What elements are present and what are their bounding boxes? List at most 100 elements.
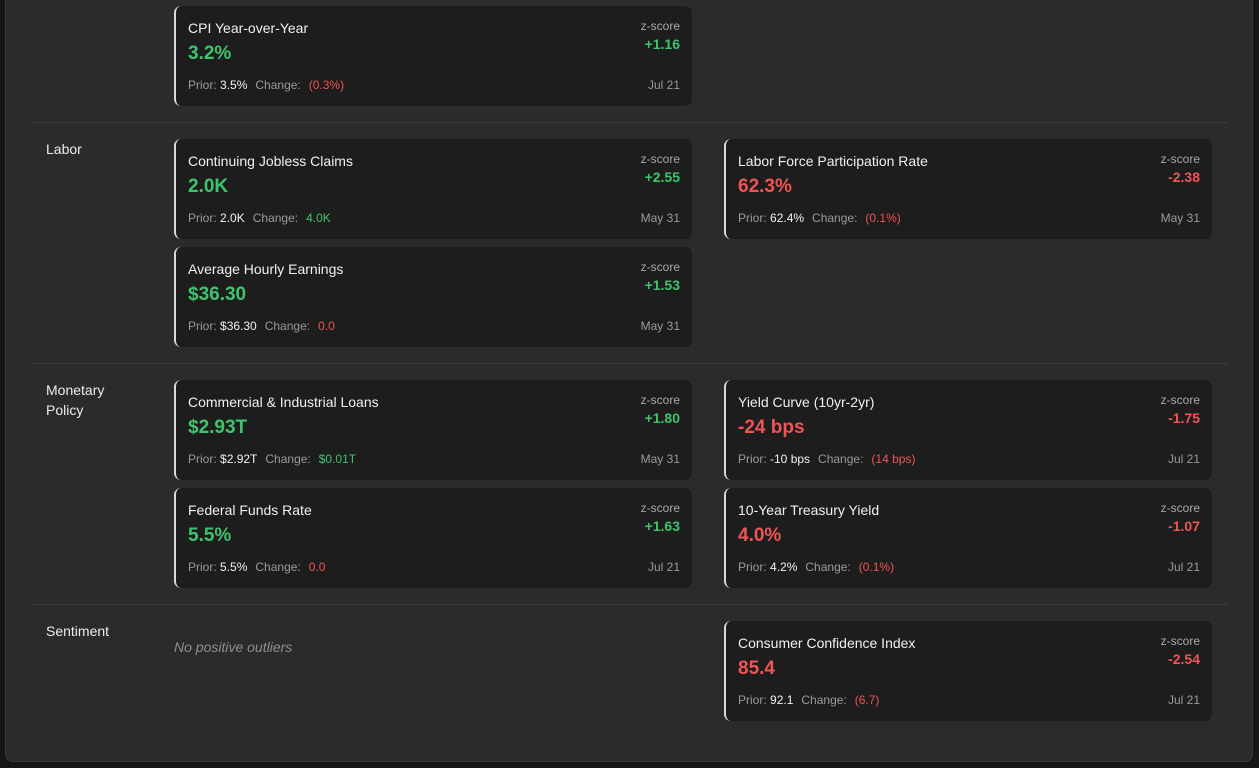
section-divider: [30, 604, 1228, 605]
card-date: Jul 21: [1167, 452, 1200, 466]
card-value: 4.0%: [738, 525, 782, 546]
change-label: Change:: [265, 452, 311, 466]
z-score-label: z-score: [1160, 393, 1200, 407]
indicator-card-jobless-claims[interactable]: Continuing Jobless Claims 2.0K z-score +…: [174, 139, 692, 239]
card-value: 85.4: [738, 658, 775, 679]
change-value: (6.7): [854, 693, 880, 707]
indicator-card-cpi[interactable]: CPI Year-over-Year 3.2% z-score +1.16 Pr…: [174, 6, 692, 106]
indicator-card-federal-funds-rate[interactable]: Federal Funds Rate 5.5% z-score +1.63 Pr…: [174, 488, 692, 588]
z-score-label: z-score: [1160, 152, 1200, 166]
section-divider: [30, 363, 1228, 364]
card-title: Federal Funds Rate: [188, 502, 312, 518]
indicator-card-labor-force-participation[interactable]: Labor Force Participation Rate 62.3% z-s…: [724, 139, 1212, 239]
z-score-value: -1.07: [1168, 518, 1200, 534]
card-title: Yield Curve (10yr-2yr): [738, 394, 875, 410]
z-score-label: z-score: [640, 260, 680, 274]
prior-label: Prior:: [188, 452, 217, 466]
card-title: Average Hourly Earnings: [188, 261, 344, 277]
card-meta: Prior: 5.5% Change: 0.0: [188, 560, 325, 574]
card-meta: Prior: $36.30 Change: 0.0: [188, 319, 335, 333]
card-value: 62.3%: [738, 176, 792, 197]
prior-value: 62.4%: [770, 211, 805, 225]
prior-value: 4.2%: [770, 560, 798, 574]
card-date: Jul 21: [647, 78, 680, 92]
card-date: Jul 21: [647, 560, 680, 574]
card-value: $2.93T: [188, 417, 248, 438]
change-label: Change:: [805, 560, 851, 574]
card-title: CPI Year-over-Year: [188, 20, 309, 36]
z-score-value: -2.38: [1168, 169, 1200, 185]
z-score-label: z-score: [640, 393, 680, 407]
section-divider: [30, 122, 1228, 123]
change-label: Change:: [255, 560, 301, 574]
indicator-card-yield-curve[interactable]: Yield Curve (10yr-2yr) -24 bps z-score -…: [724, 380, 1212, 480]
indicator-card-consumer-confidence[interactable]: Consumer Confidence Index 85.4 z-score -…: [724, 621, 1212, 721]
z-score-value: +1.63: [644, 518, 680, 534]
card-date: May 31: [1160, 211, 1200, 225]
z-score-label: z-score: [640, 501, 680, 515]
indicator-card-commercial-industrial-loans[interactable]: Commercial & Industrial Loans $2.93T z-s…: [174, 380, 692, 480]
change-value: 0.0: [318, 319, 335, 333]
card-title: Commercial & Industrial Loans: [188, 394, 379, 410]
card-meta: Prior: 92.1 Change: (6.7): [738, 693, 879, 707]
prior-label: Prior:: [738, 693, 767, 707]
card-meta: Prior: 4.2% Change: (0.1%): [738, 560, 894, 574]
card-date: Jul 21: [1167, 693, 1200, 707]
z-score-label: z-score: [640, 152, 680, 166]
z-score-value: +1.16: [644, 36, 680, 52]
card-value: -24 bps: [738, 417, 805, 438]
prior-label: Prior:: [188, 319, 217, 333]
change-label: Change:: [818, 452, 864, 466]
change-value: (0.3%): [308, 78, 345, 92]
prior-label: Prior:: [188, 211, 217, 225]
z-score-value: +2.55: [644, 169, 680, 185]
card-meta: Prior: 3.5% Change: (0.3%): [188, 78, 344, 92]
prior-value: 2.0K: [220, 211, 245, 225]
prior-value: 3.5%: [220, 78, 248, 92]
change-label: Change:: [252, 211, 299, 225]
card-value: 5.5%: [188, 525, 232, 546]
change-value: (0.1%): [858, 560, 895, 574]
card-meta: Prior: $2.92T Change: $0.01T: [188, 452, 356, 466]
change-value: $0.01T: [318, 452, 357, 466]
card-meta: Prior: 2.0K Change: 4.0K: [188, 211, 331, 225]
z-score-value: +1.80: [644, 410, 680, 426]
indicator-card-average-hourly-earnings[interactable]: Average Hourly Earnings $36.30 z-score +…: [174, 247, 692, 347]
z-score-value: -2.54: [1168, 651, 1200, 667]
prior-label: Prior:: [188, 560, 217, 574]
card-date: May 31: [640, 452, 680, 466]
card-title: Continuing Jobless Claims: [188, 153, 353, 169]
change-label: Change:: [264, 319, 311, 333]
section-label-sentiment: Sentiment: [46, 623, 110, 639]
prior-label: Prior:: [738, 211, 767, 225]
change-value: (0.1%): [865, 211, 901, 225]
z-score-value: +1.53: [644, 277, 680, 293]
prior-value: -10 bps: [770, 452, 811, 466]
card-title: 10-Year Treasury Yield: [738, 502, 880, 518]
prior-value: $2.92T: [220, 452, 258, 466]
indicator-card-10-year-treasury-yield[interactable]: 10-Year Treasury Yield 4.0% z-score -1.0…: [724, 488, 1212, 588]
card-value: $36.30: [188, 284, 247, 305]
prior-value: $36.30: [220, 319, 257, 333]
prior-value: 92.1: [770, 693, 794, 707]
change-value: 4.0K: [306, 211, 331, 225]
section-label-monetary-policy: Monetary Policy: [46, 382, 105, 418]
card-date: May 31: [640, 211, 680, 225]
card-date: Jul 21: [1167, 560, 1200, 574]
section-label-labor: Labor: [46, 141, 82, 157]
change-value: 0.0: [308, 560, 326, 574]
card-meta: Prior: -10 bps Change: (14 bps): [738, 452, 915, 466]
change-label: Change:: [255, 78, 301, 92]
z-score-value: -1.75: [1168, 410, 1200, 426]
change-value: (14 bps): [871, 452, 916, 466]
change-label: Change:: [801, 693, 847, 707]
change-label: Change:: [812, 211, 858, 225]
z-score-label: z-score: [1160, 501, 1200, 515]
card-date: May 31: [640, 319, 680, 333]
prior-label: Prior:: [738, 452, 767, 466]
prior-label: Prior:: [188, 78, 217, 92]
card-title: Labor Force Participation Rate: [738, 153, 928, 169]
card-value: 3.2%: [188, 43, 232, 64]
card-meta: Prior: 62.4% Change: (0.1%): [738, 211, 901, 225]
card-title: Consumer Confidence Index: [738, 635, 916, 651]
